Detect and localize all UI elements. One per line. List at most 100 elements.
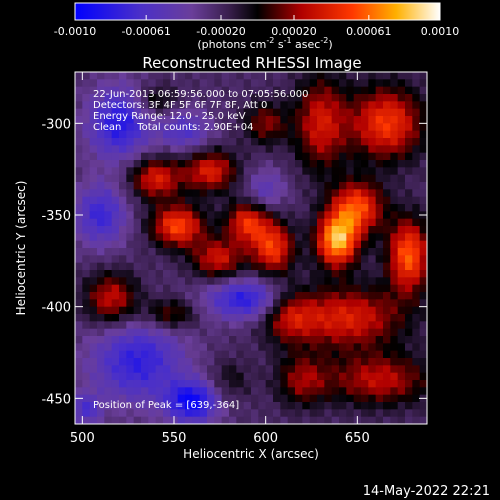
heatmap-cell — [265, 277, 274, 286]
heatmap-cell — [405, 336, 413, 344]
heatmap-cell — [192, 86, 201, 95]
heatmap-cell — [221, 284, 230, 293]
heatmap-cell — [243, 167, 252, 176]
heatmap-cell — [243, 387, 252, 396]
heatmap-cell — [419, 138, 427, 146]
heatmap-cell — [236, 343, 245, 352]
heatmap-cell — [258, 123, 267, 132]
heatmap-cell — [141, 218, 149, 227]
heatmap-cell — [185, 306, 193, 315]
heatmap-cell — [243, 321, 252, 330]
heatmap-cell — [280, 402, 289, 410]
heatmap-cell — [251, 196, 259, 205]
heatmap-cell — [199, 226, 208, 234]
heatmap-cell — [229, 211, 237, 220]
heatmap-cell — [324, 167, 333, 176]
heatmap-cell — [273, 343, 281, 352]
heatmap-cell — [258, 79, 267, 88]
heatmap-cell — [346, 86, 355, 95]
heatmap-cell — [302, 204, 311, 212]
heatmap-cell — [133, 116, 142, 124]
heatmap-cell — [104, 240, 113, 249]
heatmap-cell — [207, 270, 215, 278]
heatmap-cell — [221, 372, 230, 381]
heatmap-cell — [199, 284, 208, 293]
heatmap-cell — [82, 240, 91, 249]
heatmap-cell — [199, 145, 208, 154]
heatmap-cell — [397, 86, 406, 95]
heatmap-cell — [390, 182, 399, 190]
heatmap-cell — [82, 196, 91, 205]
heatmap-cell — [258, 409, 267, 418]
heatmap-cell — [368, 394, 377, 403]
heatmap-cell — [192, 182, 201, 190]
heatmap-cell — [419, 372, 427, 381]
heatmap-cell — [207, 402, 215, 410]
heatmap-cell — [141, 101, 149, 110]
heatmap-cell — [412, 211, 421, 220]
heatmap-cell — [199, 160, 208, 168]
heatmap-cell — [353, 101, 362, 110]
heatmap-cell — [185, 101, 193, 110]
heatmap-cell — [155, 277, 164, 286]
heatmap-cell — [221, 262, 230, 271]
heatmap-cell — [141, 138, 149, 146]
heatmap-cell — [119, 343, 127, 352]
heatmap-cell — [251, 94, 259, 102]
heatmap-cell — [273, 270, 281, 278]
heatmap-cell — [221, 79, 230, 88]
heatmap-cell — [302, 79, 311, 88]
heatmap-cell — [148, 160, 157, 168]
heatmap-cell — [251, 182, 259, 190]
heatmap-cell — [104, 233, 113, 242]
heatmap-cell — [273, 262, 281, 271]
heatmap-cell — [265, 292, 274, 300]
heatmap-cell — [258, 387, 267, 396]
heatmap-cell — [155, 130, 164, 139]
heatmap-cell — [280, 277, 289, 286]
heatmap-cell — [273, 189, 281, 198]
heatmap-cell — [295, 152, 303, 161]
heatmap-cell — [302, 292, 311, 300]
heatmap-cell — [221, 130, 230, 139]
heatmap-cell — [111, 409, 120, 418]
heatmap-cell — [163, 233, 171, 242]
heatmap-cell — [104, 152, 113, 161]
heatmap-cell — [353, 328, 362, 337]
heatmap-cell — [258, 240, 267, 249]
heatmap-cell — [141, 226, 149, 234]
heatmap-cell — [390, 380, 399, 388]
heatmap-cell — [324, 182, 333, 190]
heatmap-cell — [82, 380, 91, 388]
heatmap-cell — [185, 240, 193, 249]
heatmap-cell — [397, 226, 406, 234]
heatmap-cell — [192, 358, 201, 366]
heatmap-cell — [126, 358, 135, 366]
heatmap-cell — [251, 116, 259, 124]
heatmap-cell — [251, 255, 259, 264]
heatmap-cell — [412, 306, 421, 315]
heatmap-cell — [104, 380, 113, 388]
heatmap-cell — [273, 167, 281, 176]
heatmap-cell — [229, 336, 237, 344]
heatmap-cell — [236, 218, 245, 227]
heatmap-cell — [412, 416, 421, 424]
heatmap-cell — [361, 402, 369, 410]
heatmap-cell — [405, 372, 413, 381]
heatmap-cell — [397, 138, 406, 146]
heatmap-cell — [324, 145, 333, 154]
heatmap-cell — [221, 138, 230, 146]
heatmap-cell — [207, 196, 215, 205]
heatmap-cell — [302, 277, 311, 286]
heatmap-cell — [214, 160, 223, 168]
heatmap-cell — [295, 160, 303, 168]
colorbar-ticks: -0.0010 -0.00061 -0.00020 0.00020 0.00061 0.0… — [54, 15, 459, 38]
heatmap-cell — [214, 372, 223, 381]
heatmap-cell — [383, 248, 391, 256]
heatmap-cell — [317, 94, 325, 102]
heatmap-cell — [339, 72, 347, 80]
heatmap-cell — [280, 240, 289, 249]
heatmap-cell — [287, 255, 296, 264]
heatmap-cell — [75, 138, 83, 146]
heatmap-cell — [177, 262, 186, 271]
